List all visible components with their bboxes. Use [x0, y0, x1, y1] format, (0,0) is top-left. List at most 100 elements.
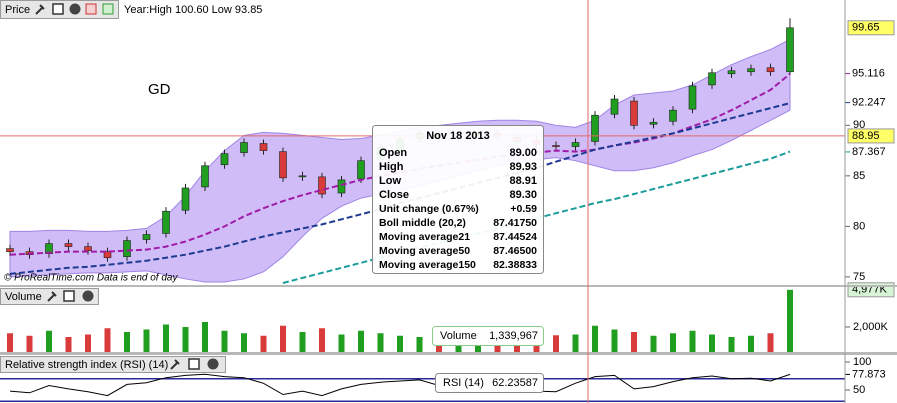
- panel-title: Relative strength index (RSI) (14): [5, 359, 168, 371]
- tooltip-value: 82.38833: [493, 259, 537, 271]
- tooltip-value: +0.59: [510, 203, 537, 215]
- y-tick-label: 85: [853, 170, 865, 182]
- volume-bar: [397, 335, 403, 352]
- volume-bar: [416, 337, 423, 352]
- panel-separator: [0, 285, 897, 287]
- tooltip-value: 89.00: [509, 147, 537, 159]
- value-marker-label: 77.873: [852, 368, 886, 380]
- candle-body: [610, 98, 619, 115]
- volume-bar: [689, 330, 696, 352]
- panel: [0, 373, 845, 402]
- volume-bar: [319, 328, 325, 352]
- candle-body: [786, 27, 794, 73]
- volume-bar: [65, 337, 72, 352]
- volume-bar: [202, 322, 208, 352]
- tooltip-label: Volume: [440, 330, 477, 342]
- candle-body: [688, 85, 697, 110]
- tooltip-value: 1,339,967: [489, 330, 538, 342]
- tooltip-label: Close: [379, 189, 409, 201]
- tooltip-value: 89.30: [509, 189, 537, 201]
- candle-body: [318, 176, 326, 195]
- watermark: © ProRealTime.com Data is end of day: [4, 273, 178, 284]
- tooltip-label: Moving average21: [379, 231, 470, 243]
- tooltip-box: [435, 373, 544, 393]
- y-tick-label: 2,000K: [853, 321, 889, 333]
- volume-bar: [221, 330, 228, 352]
- rsi-tooltip: RSI (14) 62.23587: [435, 373, 544, 393]
- volume-bar: [280, 325, 286, 352]
- volume-bar: [611, 329, 618, 352]
- value-marker-label: 95.116: [852, 68, 885, 80]
- candle-body: [708, 72, 716, 86]
- volume-bar: [709, 334, 715, 352]
- tooltip-label: Moving average50: [379, 245, 470, 257]
- panel-header: [0, 356, 226, 373]
- tooltip-label: Boll middle (20,2): [379, 217, 466, 229]
- volume-bar: [26, 335, 33, 352]
- candle-body: [279, 151, 287, 179]
- volume-bar: [592, 325, 598, 352]
- tooltip-label: Moving average150: [379, 259, 476, 271]
- volume-bar: [182, 327, 189, 352]
- volume-bar: [358, 330, 364, 352]
- value-marker-box: [847, 20, 895, 36]
- volume-bar: [124, 332, 130, 352]
- tooltip-value: 87.41750: [493, 217, 537, 229]
- tooltip-title: Nov 18 2013: [426, 130, 490, 142]
- candle-body: [240, 142, 248, 153]
- tooltip-value: 87.46500: [493, 245, 537, 257]
- panel-subtitle: Year:High 100.60 Low 93.85: [124, 4, 262, 16]
- tooltip-value: 88.91: [509, 175, 537, 187]
- candle-body: [181, 187, 190, 211]
- panel-separator: [0, 352, 897, 355]
- candle-body: [123, 240, 131, 258]
- volume-bar: [143, 329, 150, 352]
- y-tick-label: 75: [853, 271, 865, 283]
- candle-body: [64, 243, 73, 247]
- volume-bar: [631, 332, 637, 352]
- tooltip-box: [372, 125, 544, 274]
- moving-average: [9, 73, 791, 256]
- y-tick-label: 100: [853, 356, 871, 368]
- tooltip-label: High: [379, 161, 404, 173]
- candle-body: [669, 109, 677, 122]
- volume-bar: [260, 335, 267, 352]
- volume-bar: [299, 332, 306, 352]
- header-icons: [35, 3, 114, 15]
- candle-body: [259, 143, 268, 151]
- candle-body: [591, 114, 599, 142]
- candle-body: [6, 248, 14, 252]
- candle-body: [162, 210, 170, 234]
- tooltip-value: 62.23587: [492, 377, 538, 389]
- y-tick-label: 80: [853, 220, 865, 232]
- candle-body: [727, 70, 736, 75]
- volume-bar: [572, 334, 579, 352]
- volume-bar: [650, 335, 657, 352]
- volume-bar: [377, 333, 384, 352]
- candle-body: [571, 142, 580, 147]
- value-marker-label: 99.65: [852, 22, 880, 34]
- symbol-label: GD: [148, 81, 171, 98]
- tooltip-box: [432, 326, 544, 346]
- volume-bar: [748, 335, 754, 352]
- volume-bar: [728, 337, 735, 352]
- tooltip-label: Unit change (0.67%): [379, 203, 479, 215]
- candle-body: [649, 121, 658, 125]
- candle-body: [142, 234, 151, 240]
- candle-body: [103, 251, 112, 259]
- volume-bar: [553, 335, 559, 352]
- candle-body: [298, 175, 307, 178]
- volume-tooltip: Volume 1,339,967: [432, 326, 544, 346]
- volume-bar: [767, 333, 774, 352]
- tooltip-label: RSI (14): [443, 377, 484, 389]
- candle-body: [552, 145, 560, 147]
- volume-bar: [46, 330, 52, 352]
- header-icons: [170, 358, 219, 370]
- candle-body: [337, 179, 346, 194]
- tooltip-label: Low: [379, 175, 401, 187]
- volume-bar: [787, 289, 793, 352]
- header-icons: [47, 290, 94, 302]
- tooltip-value: 89.93: [509, 161, 537, 173]
- candle-body: [201, 165, 209, 188]
- value-marker-box: [847, 128, 895, 144]
